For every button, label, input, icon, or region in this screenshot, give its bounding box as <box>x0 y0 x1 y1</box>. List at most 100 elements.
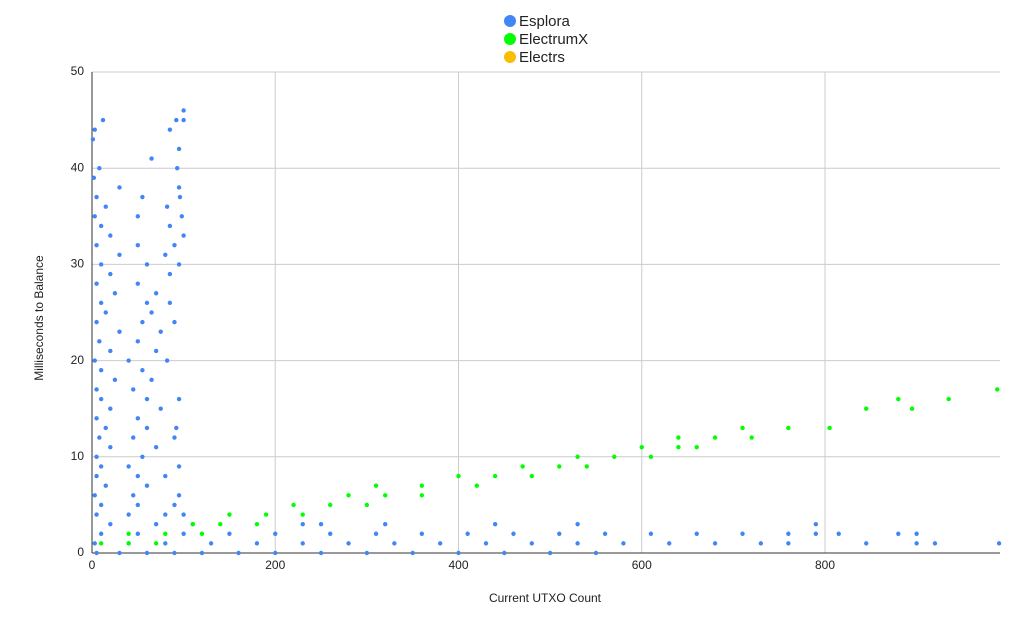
point <box>97 435 102 440</box>
point <box>176 493 182 498</box>
point <box>786 425 791 431</box>
point <box>135 473 141 479</box>
point <box>529 541 534 546</box>
point <box>126 541 131 546</box>
point <box>864 406 869 411</box>
point <box>813 521 819 527</box>
point <box>91 175 97 181</box>
point <box>100 117 106 123</box>
point <box>914 531 919 536</box>
point <box>364 502 370 508</box>
point <box>94 550 99 556</box>
point <box>135 281 141 286</box>
point <box>108 406 113 411</box>
point <box>176 185 182 190</box>
point <box>126 512 131 517</box>
point <box>149 156 154 161</box>
point <box>131 435 136 440</box>
point <box>346 493 351 498</box>
point <box>94 281 99 286</box>
point <box>836 531 841 536</box>
point <box>140 319 145 325</box>
point <box>117 252 122 257</box>
point <box>98 300 104 306</box>
point <box>135 416 141 421</box>
point <box>177 194 183 200</box>
point <box>474 483 480 488</box>
point <box>190 521 195 527</box>
point <box>410 550 415 556</box>
point <box>328 531 333 536</box>
point <box>94 387 99 392</box>
point <box>135 214 141 219</box>
point <box>176 396 182 402</box>
point <box>108 271 113 277</box>
point <box>575 521 580 527</box>
point <box>181 117 186 123</box>
point <box>740 425 745 431</box>
point <box>575 541 580 546</box>
point <box>946 396 951 402</box>
point <box>108 521 113 527</box>
y-tick-label: 0 <box>77 545 84 559</box>
point <box>98 541 104 546</box>
point <box>300 521 305 527</box>
point <box>94 242 99 248</box>
point <box>164 204 170 209</box>
point <box>176 146 182 152</box>
point <box>140 194 145 200</box>
point <box>914 541 919 546</box>
point <box>758 541 764 546</box>
point <box>108 348 113 354</box>
point <box>98 223 104 229</box>
point <box>94 319 99 325</box>
point <box>328 502 333 508</box>
point <box>103 310 108 315</box>
point <box>300 512 305 517</box>
point <box>163 531 168 536</box>
point <box>144 300 150 306</box>
point <box>140 454 145 459</box>
point <box>94 416 99 421</box>
point <box>896 396 901 402</box>
point <box>167 127 173 132</box>
point <box>131 493 136 498</box>
point <box>108 444 113 450</box>
point <box>382 521 388 527</box>
point <box>520 464 525 469</box>
point <box>382 493 388 498</box>
point <box>749 435 754 440</box>
point <box>117 185 122 190</box>
point <box>163 541 168 546</box>
point <box>932 541 938 546</box>
point <box>103 483 108 488</box>
point <box>163 512 168 517</box>
point <box>167 300 173 306</box>
point <box>167 223 173 229</box>
y-tick-label: 20 <box>71 353 85 367</box>
point <box>208 541 214 546</box>
x-tick-label: 0 <box>89 558 96 572</box>
point <box>813 531 819 536</box>
point <box>144 425 150 431</box>
point <box>236 550 241 556</box>
point <box>94 512 99 517</box>
point <box>126 358 131 363</box>
point <box>94 194 99 200</box>
point <box>174 117 179 123</box>
point <box>456 473 461 479</box>
point <box>126 464 131 469</box>
point <box>827 425 832 431</box>
x-axis-title: Current UTXO Count <box>489 591 602 605</box>
point <box>273 550 278 556</box>
point <box>153 521 159 527</box>
point <box>786 531 791 536</box>
point <box>149 377 154 383</box>
point <box>864 541 869 546</box>
point <box>97 166 102 171</box>
point <box>131 387 136 392</box>
point <box>786 541 791 546</box>
point <box>373 483 379 488</box>
point <box>181 108 186 113</box>
